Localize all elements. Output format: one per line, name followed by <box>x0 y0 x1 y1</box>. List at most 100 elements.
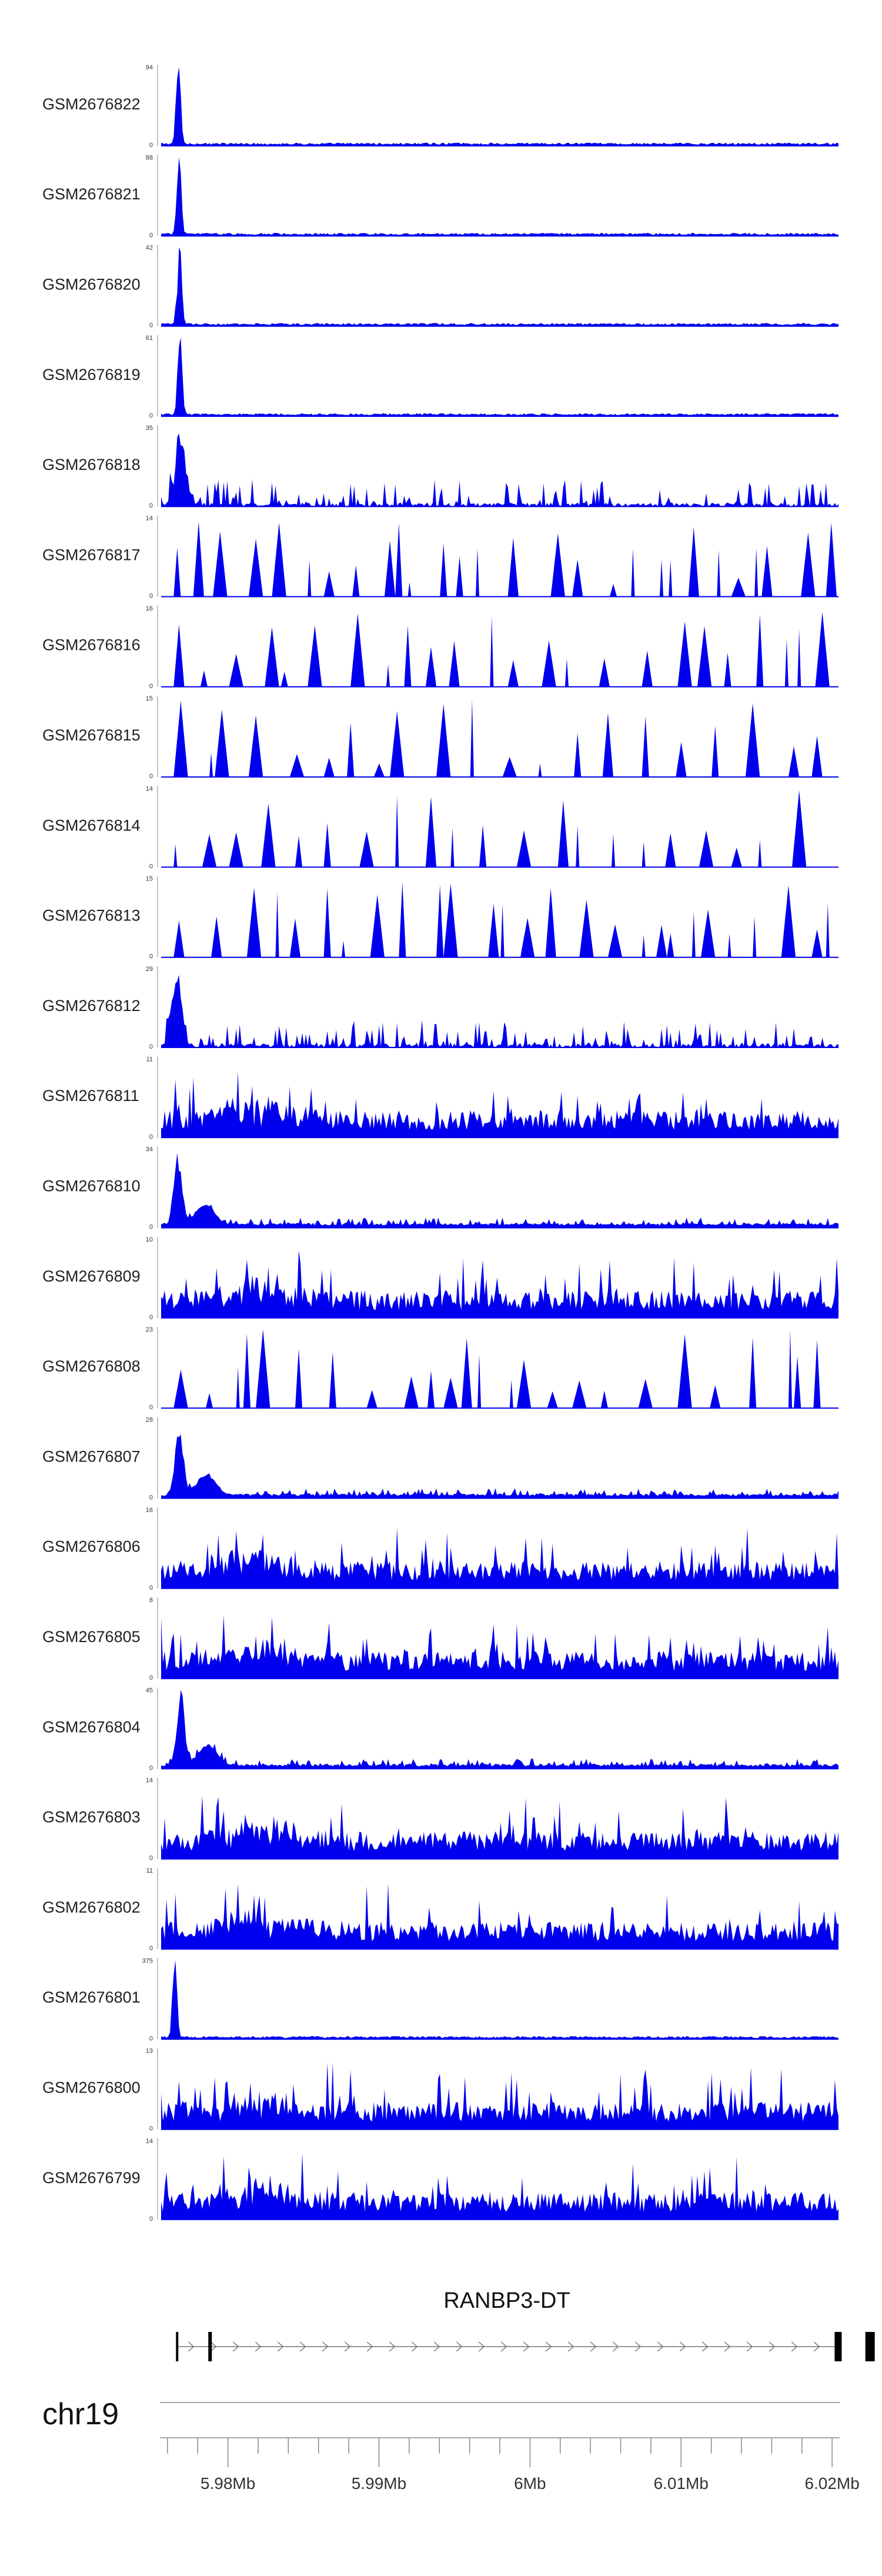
track-GSM2676800: GSM2676800 13 0 <box>42 2048 838 2133</box>
track-ymax-label: 23 <box>146 1326 153 1333</box>
gene-name-label: RANBP3-DT <box>443 2288 570 2313</box>
signal-area <box>161 612 838 687</box>
strand-arrow <box>791 2341 798 2352</box>
track-label: GSM2676809 <box>42 1267 141 1285</box>
track-ymin-label: 0 <box>149 1945 153 1952</box>
track-ymin-label: 0 <box>149 1584 153 1591</box>
track-ymin-label: 0 <box>149 412 153 419</box>
track-GSM2676815: GSM2676815 15 0 <box>42 695 838 780</box>
track-GSM2676822: GSM2676822 94 0 <box>42 64 838 149</box>
track-GSM2676812: GSM2676812 29 0 <box>42 966 838 1050</box>
strand-arrow <box>679 2341 686 2352</box>
signal-area <box>161 1527 838 1589</box>
track-GSM2676807: GSM2676807 28 0 <box>42 1417 838 1501</box>
track-ymax-label: 15 <box>146 695 153 702</box>
track-ymin-label: 0 <box>149 2215 153 2223</box>
track-ymax-label: 45 <box>146 1687 153 1694</box>
track-ymax-label: 16 <box>146 605 153 612</box>
signal-area <box>161 521 838 597</box>
strand-arrow <box>769 2341 776 2352</box>
track-ymin-label: 0 <box>149 1494 153 1501</box>
track-GSM2676817: GSM2676817 14 0 <box>42 515 838 600</box>
signal-area <box>161 1250 838 1318</box>
signal-area <box>161 699 838 778</box>
track-label: GSM2676815 <box>42 726 141 744</box>
signal-area <box>161 975 838 1047</box>
signal-area <box>161 1615 838 1679</box>
track-ymin-label: 0 <box>149 1764 153 1771</box>
signal-area <box>161 790 838 867</box>
track-GSM2676820: GSM2676820 42 0 <box>42 245 838 329</box>
track-GSM2676809: GSM2676809 10 0 <box>42 1236 838 1321</box>
tick-label: 5.98Mb <box>201 2474 255 2492</box>
track-GSM2676801: GSM2676801 375 0 <box>42 1957 838 2042</box>
track-GSM2676806: GSM2676806 16 0 <box>42 1507 838 1591</box>
track-label: GSM2676817 <box>42 546 141 563</box>
track-ymax-label: 14 <box>146 515 153 522</box>
track-label: GSM2676808 <box>42 1357 141 1375</box>
strand-arrow <box>724 2341 731 2352</box>
track-GSM2676799: GSM2676799 14 0 <box>42 2138 838 2223</box>
track-ymax-label: 11 <box>146 1056 153 1063</box>
strand-arrow <box>210 2341 217 2352</box>
track-label: GSM2676822 <box>42 95 141 113</box>
strand-arrow <box>567 2341 574 2352</box>
strand-arrow <box>322 2341 329 2352</box>
strand-arrow <box>299 2341 306 2352</box>
signal-area <box>161 157 838 236</box>
track-ymin-label: 0 <box>149 232 153 239</box>
signal-area <box>161 1153 838 1228</box>
track-label: GSM2676820 <box>42 276 141 293</box>
track-ymin-label: 0 <box>149 1224 153 1231</box>
signal-area <box>161 2153 838 2220</box>
strand-arrow <box>232 2341 239 2352</box>
track-ymin-label: 0 <box>149 2125 153 2133</box>
track-label: GSM2676812 <box>42 997 141 1015</box>
signal-area <box>161 247 838 326</box>
strand-arrow <box>545 2341 552 2352</box>
gene-exon <box>834 2332 842 2361</box>
chromosome-label: chr19 <box>42 2397 119 2431</box>
track-ymax-label: 375 <box>142 1957 153 1964</box>
track-GSM2676811: GSM2676811 11 0 <box>42 1056 838 1140</box>
track-label: GSM2676811 <box>42 1087 139 1105</box>
track-ymax-label: 35 <box>146 425 153 432</box>
signal-area <box>161 433 838 507</box>
track-ymin-label: 0 <box>149 2035 153 2042</box>
track-GSM2676810: GSM2676810 34 0 <box>42 1146 838 1231</box>
strand-arrow <box>500 2341 507 2352</box>
track-label: GSM2676802 <box>42 1898 141 1916</box>
tick-label: 6.02Mb <box>804 2474 859 2492</box>
track-ymin-label: 0 <box>149 1404 153 1411</box>
track-ymin-label: 0 <box>149 1314 153 1321</box>
signal-area <box>161 67 838 146</box>
strand-arrow <box>366 2341 373 2352</box>
track-ymax-label: 14 <box>146 1777 153 1784</box>
track-ymin-label: 0 <box>149 502 153 509</box>
track-ymax-label: 29 <box>146 966 153 973</box>
strand-arrow <box>389 2341 396 2352</box>
gene-exon <box>208 2332 212 2361</box>
gene-exon <box>865 2332 875 2361</box>
track-GSM2676813: GSM2676813 15 0 <box>42 876 838 960</box>
track-GSM2676819: GSM2676819 61 0 <box>42 335 838 419</box>
track-GSM2676808: GSM2676808 23 0 <box>42 1326 838 1411</box>
track-ymax-label: 8 <box>149 1597 153 1604</box>
strand-arrow <box>701 2341 709 2352</box>
strand-arrow <box>478 2341 485 2352</box>
track-GSM2676803: GSM2676803 14 0 <box>42 1777 838 1862</box>
strand-arrow <box>523 2341 530 2352</box>
track-label: GSM2676804 <box>42 1718 141 1736</box>
track-label: GSM2676821 <box>42 185 141 203</box>
track-ymax-label: 88 <box>146 154 153 161</box>
track-ymin-label: 0 <box>149 1043 153 1050</box>
track-GSM2676821: GSM2676821 88 0 <box>42 154 838 239</box>
signal-area <box>161 882 838 957</box>
track-GSM2676816: GSM2676816 16 0 <box>42 605 838 690</box>
track-ymax-label: 16 <box>146 1507 153 1514</box>
track-label: GSM2676816 <box>42 636 141 654</box>
strand-arrow <box>746 2341 753 2352</box>
track-label: GSM2676806 <box>42 1538 141 1556</box>
track-label: GSM2676799 <box>42 2169 141 2187</box>
